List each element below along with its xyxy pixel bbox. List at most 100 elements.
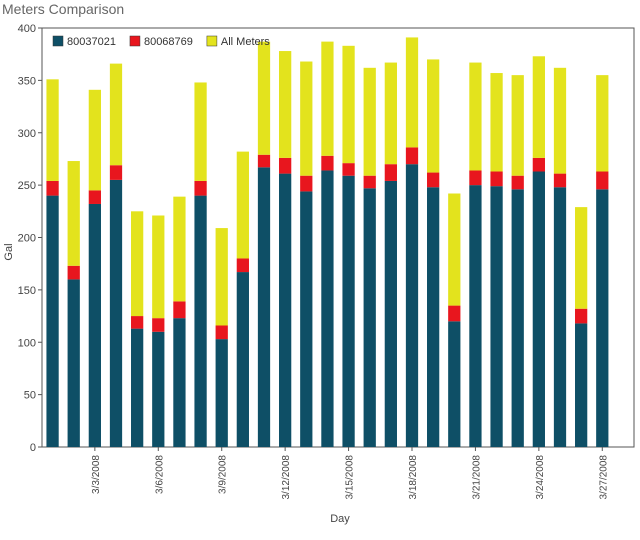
bar-segment <box>88 203 101 447</box>
bar-segment <box>405 164 419 448</box>
bar-segment <box>427 187 440 447</box>
bar-segment <box>448 193 461 306</box>
y-tick-label: 200 <box>18 233 36 245</box>
bar-segment <box>511 175 524 190</box>
bar-segment <box>553 173 567 188</box>
bar-segment <box>215 339 228 447</box>
bar-segment <box>405 37 419 148</box>
legend-label: 80068769 <box>144 36 193 48</box>
y-tick-label: 150 <box>18 285 36 297</box>
bar-segment <box>279 51 292 158</box>
bar-segment <box>553 187 567 447</box>
bar-segment <box>131 211 144 317</box>
bar-segment <box>511 189 524 447</box>
bar-segment <box>300 61 313 176</box>
bar-segment <box>46 180 59 196</box>
bar-segment <box>384 180 397 447</box>
x-tick-label: 3/27/2008 <box>598 455 609 500</box>
bar-segment <box>88 89 101 191</box>
plot-frame <box>41 27 635 448</box>
bar-segment <box>342 45 355 164</box>
y-tick-label: 100 <box>18 337 36 349</box>
x-tick-label: 3/12/2008 <box>281 455 292 500</box>
legend-label: 80037021 <box>67 36 116 48</box>
legend-label: All Meters <box>221 36 270 48</box>
bar-segment <box>152 331 165 447</box>
bar-segment <box>215 228 228 326</box>
bar-segment <box>236 272 249 447</box>
plot-layer: 0 50 100 150 200 250 300 350 400 3/3/2008 3/6/2008… <box>18 23 635 500</box>
bar-segment <box>596 171 609 190</box>
x-tick-label: 3/9/2008 <box>218 455 229 494</box>
bar-segment <box>257 41 271 155</box>
bar-segment <box>300 175 313 192</box>
bar-segment <box>511 75 524 176</box>
bar-segment <box>342 175 355 447</box>
bar-segment <box>363 67 376 176</box>
bar-segment <box>532 157 545 172</box>
bar-segment <box>88 190 101 204</box>
bar-segment <box>384 164 397 181</box>
bar-segment <box>67 265 80 280</box>
bar-segment <box>363 188 376 447</box>
bar-segment <box>109 165 123 180</box>
bar-segment <box>575 323 588 447</box>
bar-segment <box>236 151 249 259</box>
x-tick-label: 3/3/2008 <box>91 455 102 494</box>
bar-segment <box>596 189 609 447</box>
bar-segment <box>363 175 376 189</box>
legend-swatch <box>52 35 64 47</box>
bar-segment <box>575 308 588 324</box>
bar-segment <box>596 75 609 172</box>
bar-segment <box>173 318 186 447</box>
bar-segment <box>194 82 207 181</box>
chart-title: Meters Comparison <box>2 1 125 17</box>
bar-segment <box>469 62 482 171</box>
bar-segment <box>215 325 228 340</box>
bar-segment <box>405 147 419 165</box>
bar-segment <box>532 171 545 447</box>
y-tick-label: 250 <box>18 180 36 192</box>
bar-segment <box>152 318 165 332</box>
bar-segment <box>131 328 144 447</box>
bar-segment <box>46 195 59 447</box>
bar-segment <box>321 170 334 447</box>
y-tick-label: 300 <box>18 128 36 140</box>
x-tick-label: 3/15/2008 <box>345 455 356 500</box>
x-tick-label: 3/18/2008 <box>408 455 419 500</box>
legend-swatch <box>129 35 141 47</box>
bar-segment <box>384 62 397 165</box>
bar-segment <box>257 167 271 447</box>
y-tick-label: 350 <box>18 75 36 87</box>
y-tick-label: 50 <box>24 390 36 402</box>
bar-segment <box>152 215 165 319</box>
bar-segment <box>321 155 334 171</box>
legend-swatch <box>206 35 218 47</box>
y-axis-label: Gal <box>3 243 15 260</box>
bar-segment <box>448 305 461 322</box>
bar-segment <box>427 59 440 173</box>
bar-segment <box>279 173 292 448</box>
bar-segment <box>173 196 186 302</box>
bar-segment <box>300 191 313 447</box>
bar-segment <box>469 185 482 447</box>
bar-segment <box>469 170 482 186</box>
x-tick-label: 3/21/2008 <box>471 455 482 500</box>
bar-segment <box>279 157 292 174</box>
bar-segment <box>257 154 271 168</box>
bar-segment <box>46 79 59 181</box>
y-tick-label: 0 <box>30 442 36 454</box>
bar-segment <box>109 63 123 166</box>
bar-segment <box>575 207 588 309</box>
bar-segment <box>448 321 461 447</box>
bar-segment <box>109 179 123 447</box>
bar-segment <box>490 73 503 172</box>
bar-segment <box>490 171 503 187</box>
bar-segment <box>194 195 207 447</box>
bar-segment <box>67 279 80 447</box>
bar-segment <box>427 172 440 188</box>
x-axis-label: Day <box>330 513 350 525</box>
bar-segment <box>490 186 503 448</box>
x-tick-label: 3/24/2008 <box>535 455 546 500</box>
